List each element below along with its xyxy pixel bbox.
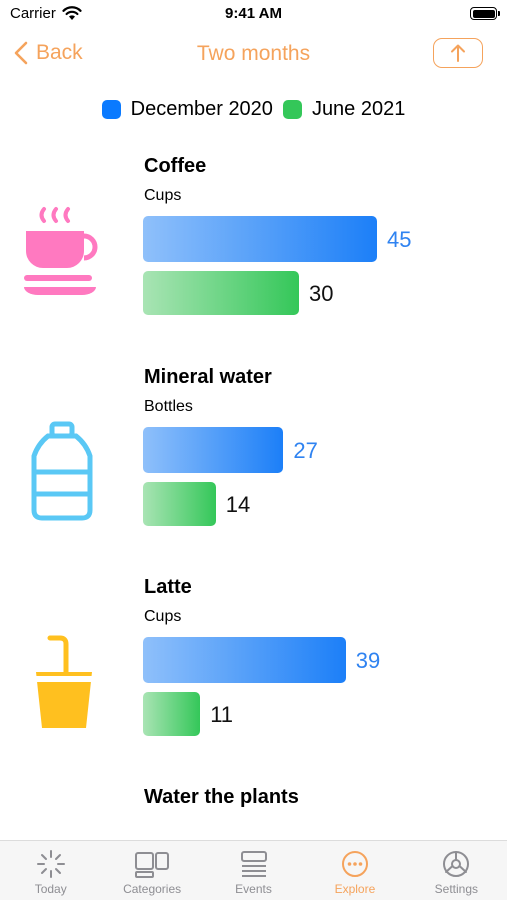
legend-label-june: June 2021 xyxy=(311,98,406,120)
category-unit: Cups xyxy=(144,187,182,204)
share-button[interactable] xyxy=(433,38,483,68)
legend-item-june: June 2021 xyxy=(282,98,406,121)
share-up-arrow-icon xyxy=(451,44,465,62)
carrier-label: Carrier xyxy=(10,5,56,22)
value-label-june: 11 xyxy=(210,702,234,727)
clock: 9:41 AM xyxy=(225,5,282,22)
chevron-left-icon xyxy=(14,41,28,65)
category-title: Mineral water xyxy=(144,366,272,388)
bar-june xyxy=(143,271,299,315)
tab-categories[interactable]: Categories xyxy=(101,841,202,900)
tab-explore[interactable]: Explore xyxy=(304,841,405,900)
value-label-june: 14 xyxy=(225,492,251,517)
back-button[interactable]: Back xyxy=(14,38,83,68)
bar-december xyxy=(143,216,377,262)
tab-bar: Today Categories Events Explore xyxy=(0,840,507,900)
latte-cup-icon xyxy=(34,635,94,728)
battery-icon xyxy=(470,7,500,20)
events-icon xyxy=(240,851,267,877)
value-label-december: 27 xyxy=(293,438,318,463)
category-row-mineral-water[interactable]: Mineral water Bottles 27 14 xyxy=(0,366,507,566)
category-row-latte[interactable]: Latte Cups 39 11 xyxy=(0,576,507,776)
back-label: Back xyxy=(36,41,83,64)
bar-december xyxy=(143,427,284,473)
explore-icon xyxy=(341,851,368,877)
categories-icon xyxy=(135,852,170,878)
today-icon xyxy=(36,850,65,878)
legend-label-december: December 2020 xyxy=(130,98,273,120)
category-unit: Bottles xyxy=(144,398,193,415)
bar-june xyxy=(143,692,201,736)
page-title: Two months xyxy=(196,42,311,65)
category-row-water-the-plants[interactable]: Water the plants xyxy=(0,786,507,840)
tab-label: Settings xyxy=(434,882,478,896)
category-title: Latte xyxy=(144,576,192,598)
bar-june xyxy=(143,482,216,526)
tab-label: Explore xyxy=(334,882,376,896)
wifi-icon xyxy=(62,6,82,20)
value-label-december: 39 xyxy=(355,648,381,673)
status-bar: Carrier 9:41 AM xyxy=(0,0,507,30)
bar-december xyxy=(143,637,346,683)
settings-icon xyxy=(443,851,470,877)
value-label-june: 30 xyxy=(309,281,334,306)
tab-today[interactable]: Today xyxy=(0,841,101,900)
legend-item-december: December 2020 xyxy=(101,98,273,121)
tab-label: Events xyxy=(235,882,272,896)
category-row-coffee[interactable]: Coffee Cups 45 30 xyxy=(0,155,507,355)
legend-swatch-june xyxy=(282,100,302,119)
chart-legend: December 2020 June 2021 xyxy=(0,98,507,121)
category-unit: Cups xyxy=(144,608,182,625)
coffee-cup-icon xyxy=(24,207,98,295)
category-title: Water the plants xyxy=(144,786,299,808)
tab-events[interactable]: Events xyxy=(203,841,304,900)
water-bottle-icon xyxy=(31,421,93,521)
tab-label: Categories xyxy=(123,882,182,896)
category-title: Coffee xyxy=(144,155,207,177)
navigation-bar: Back Two months xyxy=(0,30,507,76)
value-label-december: 45 xyxy=(387,227,412,252)
tab-label: Today xyxy=(34,882,67,896)
legend-swatch-december xyxy=(101,100,121,119)
tab-settings[interactable]: Settings xyxy=(406,841,507,900)
